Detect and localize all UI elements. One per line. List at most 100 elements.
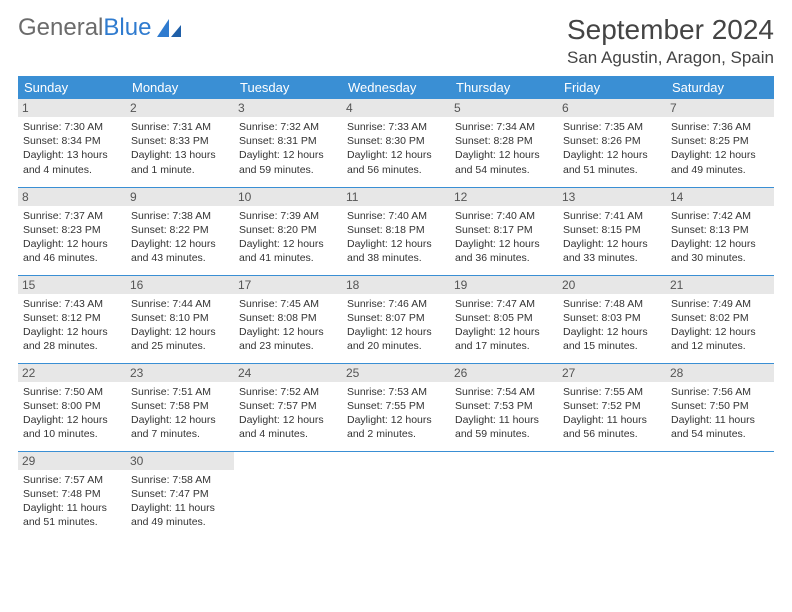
daylight-text: and 54 minutes. <box>455 163 553 177</box>
sunrise-text: Sunrise: 7:37 AM <box>23 209 121 223</box>
day-number: 16 <box>126 276 234 294</box>
calendar-cell: 1Sunrise: 7:30 AMSunset: 8:34 PMDaylight… <box>18 99 126 187</box>
sunrise-text: Sunrise: 7:51 AM <box>131 385 229 399</box>
calendar-row: 1Sunrise: 7:30 AMSunset: 8:34 PMDaylight… <box>18 99 774 187</box>
daylight-text: and 56 minutes. <box>347 163 445 177</box>
daylight-text: and 30 minutes. <box>671 251 769 265</box>
daylight-text: and 49 minutes. <box>671 163 769 177</box>
daylight-text: and 20 minutes. <box>347 339 445 353</box>
day-number: 9 <box>126 188 234 206</box>
calendar-cell <box>666 451 774 539</box>
calendar-cell: 26Sunrise: 7:54 AMSunset: 7:53 PMDayligh… <box>450 363 558 451</box>
sunset-text: Sunset: 8:07 PM <box>347 311 445 325</box>
calendar-cell <box>558 451 666 539</box>
sunrise-text: Sunrise: 7:55 AM <box>563 385 661 399</box>
sunset-text: Sunset: 8:18 PM <box>347 223 445 237</box>
sunrise-text: Sunrise: 7:52 AM <box>239 385 337 399</box>
day-number: 24 <box>234 364 342 382</box>
calendar-cell: 19Sunrise: 7:47 AMSunset: 8:05 PMDayligh… <box>450 275 558 363</box>
calendar-cell: 10Sunrise: 7:39 AMSunset: 8:20 PMDayligh… <box>234 187 342 275</box>
daylight-text: Daylight: 13 hours <box>131 148 229 162</box>
weekday-header: Friday <box>558 76 666 99</box>
daylight-text: and 12 minutes. <box>671 339 769 353</box>
sunrise-text: Sunrise: 7:57 AM <box>23 473 121 487</box>
calendar-cell: 5Sunrise: 7:34 AMSunset: 8:28 PMDaylight… <box>450 99 558 187</box>
day-number: 28 <box>666 364 774 382</box>
daylight-text: Daylight: 12 hours <box>239 413 337 427</box>
sunset-text: Sunset: 7:55 PM <box>347 399 445 413</box>
sunset-text: Sunset: 8:28 PM <box>455 134 553 148</box>
sunrise-text: Sunrise: 7:34 AM <box>455 120 553 134</box>
calendar-cell: 17Sunrise: 7:45 AMSunset: 8:08 PMDayligh… <box>234 275 342 363</box>
calendar-cell: 13Sunrise: 7:41 AMSunset: 8:15 PMDayligh… <box>558 187 666 275</box>
daylight-text: Daylight: 12 hours <box>455 148 553 162</box>
daylight-text: and 2 minutes. <box>347 427 445 441</box>
calendar-cell: 28Sunrise: 7:56 AMSunset: 7:50 PMDayligh… <box>666 363 774 451</box>
sunset-text: Sunset: 8:34 PM <box>23 134 121 148</box>
sunrise-text: Sunrise: 7:56 AM <box>671 385 769 399</box>
calendar-cell: 25Sunrise: 7:53 AMSunset: 7:55 PMDayligh… <box>342 363 450 451</box>
daylight-text: and 43 minutes. <box>131 251 229 265</box>
sunset-text: Sunset: 8:26 PM <box>563 134 661 148</box>
calendar-cell: 30Sunrise: 7:58 AMSunset: 7:47 PMDayligh… <box>126 451 234 539</box>
sunrise-text: Sunrise: 7:54 AM <box>455 385 553 399</box>
weekday-header: Thursday <box>450 76 558 99</box>
daylight-text: Daylight: 12 hours <box>239 148 337 162</box>
daylight-text: and 59 minutes. <box>239 163 337 177</box>
daylight-text: Daylight: 12 hours <box>671 325 769 339</box>
logo: GeneralBlue <box>18 14 183 42</box>
day-number: 15 <box>18 276 126 294</box>
daylight-text: Daylight: 12 hours <box>347 148 445 162</box>
daylight-text: and 10 minutes. <box>23 427 121 441</box>
sunset-text: Sunset: 8:08 PM <box>239 311 337 325</box>
sunrise-text: Sunrise: 7:31 AM <box>131 120 229 134</box>
daylight-text: Daylight: 12 hours <box>563 325 661 339</box>
daylight-text: and 25 minutes. <box>131 339 229 353</box>
daylight-text: Daylight: 11 hours <box>455 413 553 427</box>
day-number: 20 <box>558 276 666 294</box>
sunset-text: Sunset: 7:47 PM <box>131 487 229 501</box>
logo-text-blue: Blue <box>103 14 151 42</box>
sunset-text: Sunset: 8:10 PM <box>131 311 229 325</box>
location-text: San Agustin, Aragon, Spain <box>567 48 774 68</box>
calendar-table: Sunday Monday Tuesday Wednesday Thursday… <box>18 76 774 539</box>
daylight-text: and 54 minutes. <box>671 427 769 441</box>
day-number: 17 <box>234 276 342 294</box>
calendar-row: 29Sunrise: 7:57 AMSunset: 7:48 PMDayligh… <box>18 451 774 539</box>
month-title: September 2024 <box>567 14 774 46</box>
weekday-header: Wednesday <box>342 76 450 99</box>
sunset-text: Sunset: 8:15 PM <box>563 223 661 237</box>
day-number: 27 <box>558 364 666 382</box>
daylight-text: and 46 minutes. <box>23 251 121 265</box>
sunrise-text: Sunrise: 7:38 AM <box>131 209 229 223</box>
sunrise-text: Sunrise: 7:40 AM <box>347 209 445 223</box>
daylight-text: Daylight: 12 hours <box>455 325 553 339</box>
sunset-text: Sunset: 7:50 PM <box>671 399 769 413</box>
sunset-text: Sunset: 8:02 PM <box>671 311 769 325</box>
sunrise-text: Sunrise: 7:43 AM <box>23 297 121 311</box>
day-number: 22 <box>18 364 126 382</box>
sunset-text: Sunset: 8:23 PM <box>23 223 121 237</box>
header: GeneralBlue September 2024 San Agustin, … <box>18 14 774 68</box>
day-number: 8 <box>18 188 126 206</box>
daylight-text: and 4 minutes. <box>239 427 337 441</box>
sunset-text: Sunset: 8:00 PM <box>23 399 121 413</box>
calendar-cell: 21Sunrise: 7:49 AMSunset: 8:02 PMDayligh… <box>666 275 774 363</box>
sunrise-text: Sunrise: 7:46 AM <box>347 297 445 311</box>
day-number: 13 <box>558 188 666 206</box>
daylight-text: and 56 minutes. <box>563 427 661 441</box>
sunset-text: Sunset: 7:48 PM <box>23 487 121 501</box>
day-number: 23 <box>126 364 234 382</box>
daylight-text: Daylight: 12 hours <box>23 325 121 339</box>
daylight-text: Daylight: 12 hours <box>455 237 553 251</box>
weekday-header: Tuesday <box>234 76 342 99</box>
daylight-text: Daylight: 12 hours <box>239 325 337 339</box>
sunset-text: Sunset: 8:03 PM <box>563 311 661 325</box>
sunset-text: Sunset: 7:53 PM <box>455 399 553 413</box>
weekday-header: Saturday <box>666 76 774 99</box>
day-number: 11 <box>342 188 450 206</box>
day-number: 12 <box>450 188 558 206</box>
sunset-text: Sunset: 7:57 PM <box>239 399 337 413</box>
day-number: 19 <box>450 276 558 294</box>
daylight-text: Daylight: 11 hours <box>23 501 121 515</box>
